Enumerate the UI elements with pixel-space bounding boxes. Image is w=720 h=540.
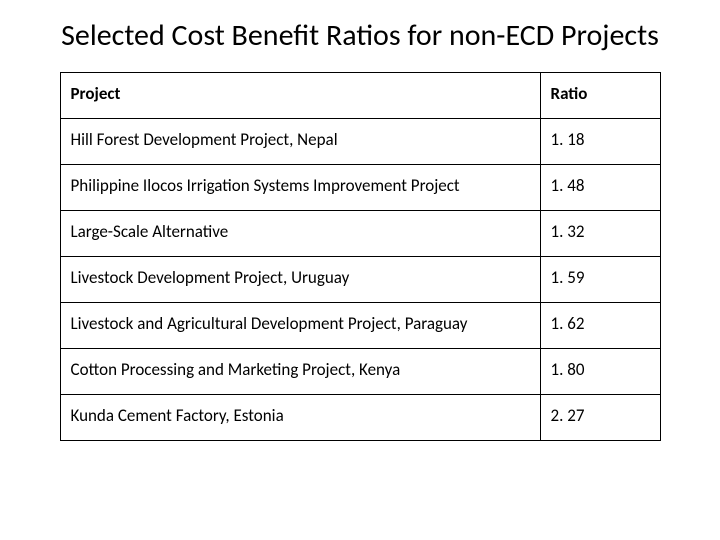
table-row: Livestock Development Project, Uruguay 1… — [60, 257, 660, 303]
ratio-cell: 1. 48 — [540, 165, 660, 211]
table-header-row: Project Ratio — [60, 73, 660, 119]
ratio-cell: 1. 62 — [540, 303, 660, 349]
project-cell: Livestock Development Project, Uruguay — [60, 257, 540, 303]
project-cell: Livestock and Agricultural Development P… — [60, 303, 540, 349]
cost-benefit-table: Project Ratio Hill Forest Development Pr… — [60, 72, 661, 441]
table-row: Philippine Ilocos Irrigation Systems Imp… — [60, 165, 660, 211]
ratio-cell: 1. 80 — [540, 349, 660, 395]
table-row: Kunda Cement Factory, Estonia 2. 27 — [60, 395, 660, 441]
ratio-cell: 1. 18 — [540, 119, 660, 165]
table-row: Large-Scale Alternative 1. 32 — [60, 211, 660, 257]
ratio-cell: 1. 32 — [540, 211, 660, 257]
slide-title: Selected Cost Benefit Ratios for non-ECD… — [36, 18, 684, 54]
table-row: Hill Forest Development Project, Nepal 1… — [60, 119, 660, 165]
column-header-project: Project — [60, 73, 540, 119]
table-row: Cotton Processing and Marketing Project,… — [60, 349, 660, 395]
project-cell: Hill Forest Development Project, Nepal — [60, 119, 540, 165]
table-row: Livestock and Agricultural Development P… — [60, 303, 660, 349]
project-cell: Large-Scale Alternative — [60, 211, 540, 257]
slide: Selected Cost Benefit Ratios for non-ECD… — [0, 0, 720, 540]
ratio-cell: 2. 27 — [540, 395, 660, 441]
project-cell: Cotton Processing and Marketing Project,… — [60, 349, 540, 395]
ratio-cell: 1. 59 — [540, 257, 660, 303]
project-cell: Philippine Ilocos Irrigation Systems Imp… — [60, 165, 540, 211]
column-header-ratio: Ratio — [540, 73, 660, 119]
project-cell: Kunda Cement Factory, Estonia — [60, 395, 540, 441]
